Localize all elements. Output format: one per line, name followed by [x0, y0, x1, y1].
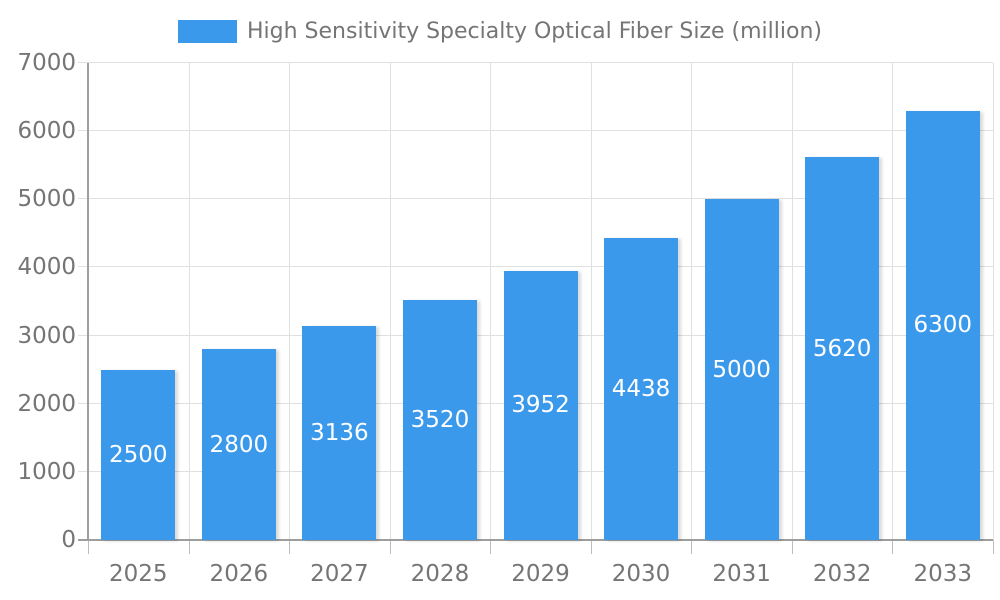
x-tick [188, 540, 190, 554]
y-axis-label: 1000 [17, 458, 76, 485]
bar[interactable]: 4438 [604, 237, 679, 540]
y-axis-label: 2000 [17, 390, 76, 417]
x-gridline [791, 63, 793, 540]
y-gridline [78, 130, 993, 132]
x-gridline [289, 63, 291, 540]
bar-value-label: 6300 [913, 312, 972, 339]
bar[interactable]: 5620 [805, 157, 880, 540]
x-tick [289, 540, 291, 554]
y-gridline [78, 198, 993, 200]
x-gridline [389, 63, 391, 540]
bar[interactable]: 2800 [201, 349, 276, 540]
plot-area: 0 1000 2000 3000 4000 5000 6000 7000 2025 2500 202… [17, 50, 994, 587]
bar[interactable]: 3136 [302, 326, 377, 540]
x-gridline [490, 63, 492, 540]
x-axis-label: 2027 [310, 561, 369, 587]
x-tick [590, 540, 592, 554]
x-gridline [590, 63, 592, 540]
y-axis-label: 5000 [17, 186, 76, 213]
bar[interactable]: 6300 [905, 110, 980, 540]
bar-value-label: 3520 [410, 407, 470, 434]
x-axis-label: 2025 [108, 561, 168, 587]
legend-swatch [178, 20, 237, 43]
legend-label: High Sensitivity Specialty Optical Fiber… [247, 19, 822, 44]
bar[interactable]: 5000 [704, 199, 779, 540]
y-axis-label: 3000 [17, 322, 76, 349]
bar-value-label: 4438 [611, 375, 671, 402]
bar-value-label: 5620 [812, 335, 872, 362]
x-gridline [993, 63, 994, 540]
x-tick [389, 540, 391, 554]
y-axis-label: 7000 [17, 50, 76, 76]
y-axis-label: 4000 [17, 254, 76, 281]
x-tick [490, 540, 492, 554]
x-gridline [892, 63, 894, 540]
x-tick [993, 540, 994, 554]
x-axis-label: 2028 [410, 561, 470, 587]
bar-value-label: 5000 [712, 356, 771, 383]
x-gridline [188, 63, 190, 540]
bar[interactable]: 3520 [402, 300, 477, 540]
bar[interactable]: 3952 [503, 270, 578, 540]
x-axis-label: 2032 [812, 561, 872, 587]
x-tick [691, 540, 693, 554]
y-gridline [78, 62, 993, 63]
bar-value-label: 2800 [209, 431, 269, 458]
x-gridline [691, 63, 693, 540]
y-gridline [78, 266, 993, 268]
x-axis-line [78, 539, 993, 541]
bar-value-label: 3952 [511, 392, 570, 419]
x-axis-label: 2029 [511, 561, 570, 587]
bar-value-label: 3136 [310, 420, 369, 447]
x-axis-label: 2026 [209, 561, 269, 587]
y-axis-line [87, 63, 89, 540]
x-tick [791, 540, 793, 554]
bar-value-label: 2500 [108, 441, 168, 468]
bar[interactable]: 2500 [101, 369, 176, 540]
y-axis-label: 6000 [17, 118, 76, 145]
x-tick [88, 540, 89, 554]
y-axis-label: 0 [61, 527, 76, 553]
x-axis-label: 2033 [913, 561, 972, 587]
legend-item[interactable]: High Sensitivity Specialty Optical Fiber… [178, 19, 822, 44]
x-axis-label: 2030 [611, 561, 671, 587]
x-axis-label: 2031 [712, 561, 771, 587]
x-tick [892, 540, 894, 554]
